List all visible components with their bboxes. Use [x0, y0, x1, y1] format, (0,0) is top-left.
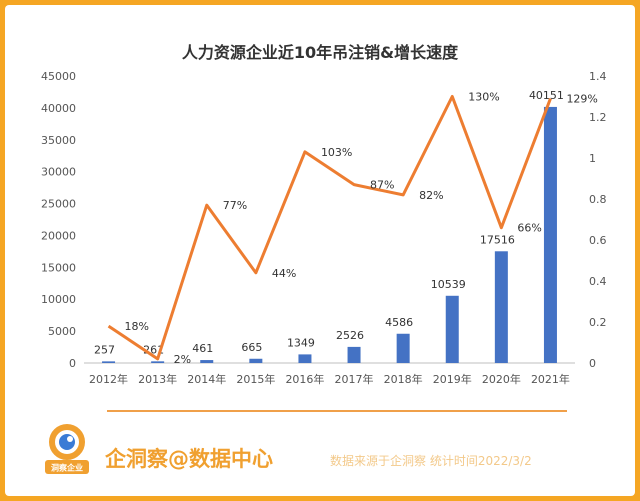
y-right-tick-label: 1.4 — [589, 70, 607, 83]
line-value-labels: 18% 2% 77% 44% 103% 87% 82% 130% 66% 129% — [125, 91, 598, 366]
x-tick-label: 2013年 — [138, 372, 177, 386]
bar-value-label: 4586 — [385, 316, 413, 329]
y-left-tick-label: 5000 — [48, 325, 76, 338]
x-tick-label: 2018年 — [384, 372, 423, 386]
line-value-label: 44% — [272, 267, 296, 280]
chart-card: 人力资源企业近10年吊注销&增长速度 0 5000 10000 15000 20000 2… — [5, 5, 635, 496]
bar — [543, 106, 557, 363]
y-left-tick-label: 35000 — [41, 134, 76, 147]
x-tick-label: 2012年 — [89, 372, 128, 386]
y-left-tick-label: 25000 — [41, 198, 76, 211]
growth-line — [107, 95, 552, 361]
chart-title: 人力资源企业近10年吊注销&增长速度 — [182, 43, 459, 62]
bar-value-label: 40151 — [529, 89, 564, 102]
y-left-tick-label: 45000 — [41, 70, 76, 83]
line-value-label: 2% — [174, 353, 191, 366]
x-tick-label: 2019年 — [433, 372, 472, 386]
bar-value-label: 1349 — [287, 336, 315, 349]
x-tick-label: 2017年 — [335, 372, 374, 386]
y-axis-left: 0 5000 10000 15000 20000 25000 30000 35000 40000… — [41, 70, 76, 370]
bar — [396, 333, 410, 363]
y-left-tick-label: 10000 — [41, 293, 76, 306]
bar-value-label: 17516 — [480, 233, 515, 246]
magnifier-logo-icon: 洞察企业 — [45, 424, 89, 474]
data-source-note: 数据来源于企洞察 统计时间2022/3/2 — [330, 454, 532, 468]
x-tick-label: 2015年 — [236, 372, 275, 386]
y-right-tick-label: 0 — [589, 357, 596, 370]
y-right-tick-label: 0.2 — [589, 316, 607, 329]
line-value-label: 87% — [370, 179, 394, 192]
y-right-tick-label: 1.2 — [589, 111, 607, 124]
logo-text: 洞察企业 — [51, 463, 83, 473]
bar — [200, 360, 214, 363]
x-axis-labels: 2012年 2013年 2014年 2015年 2016年 2017年 2018年 2019年… — [89, 372, 570, 386]
bar — [445, 295, 459, 363]
bar — [102, 361, 116, 363]
bar — [494, 251, 508, 363]
line-series — [107, 95, 552, 361]
y-left-tick-label: 20000 — [41, 229, 76, 242]
bar — [151, 361, 165, 363]
y-left-tick-label: 30000 — [41, 166, 76, 179]
bar-value-label: 461 — [192, 342, 213, 355]
line-value-label: 130% — [468, 91, 499, 104]
y-right-tick-label: 0.6 — [589, 234, 607, 247]
bar-value-label: 10539 — [431, 278, 466, 291]
line-value-label: 129% — [566, 93, 597, 106]
bar-value-label: 665 — [241, 341, 262, 354]
y-axis-right: 0 0.2 0.4 0.6 0.8 1 1.2 1.4 — [589, 70, 607, 370]
footer-divider — [107, 410, 567, 412]
combo-chart: 人力资源企业近10年吊注销&增长速度 0 5000 10000 15000 20000 2… — [41, 43, 607, 386]
x-tick-label: 2016年 — [285, 372, 324, 386]
y-right-tick-label: 0.4 — [589, 275, 607, 288]
line-value-label: 66% — [517, 222, 541, 235]
line-value-label: 103% — [321, 146, 352, 159]
y-right-tick-label: 0.8 — [589, 193, 607, 206]
y-left-tick-label: 0 — [69, 357, 76, 370]
x-tick-label: 2014年 — [187, 372, 226, 386]
x-tick-label: 2021年 — [531, 372, 570, 386]
bar-value-label: 257 — [94, 343, 115, 356]
bar — [347, 346, 361, 363]
y-left-tick-label: 15000 — [41, 261, 76, 274]
line-value-label: 82% — [419, 189, 443, 202]
y-right-tick-label: 1 — [589, 152, 596, 165]
bar-value-label: 2526 — [336, 329, 364, 342]
x-tick-label: 2020年 — [482, 372, 521, 386]
y-left-tick-label: 40000 — [41, 102, 76, 115]
line-value-label: 77% — [223, 199, 247, 212]
bar — [298, 354, 312, 363]
brand-name: 企洞察@数据中心 — [105, 447, 273, 471]
line-value-label: 18% — [125, 320, 149, 333]
bar-series — [102, 106, 557, 363]
bar — [249, 358, 263, 363]
